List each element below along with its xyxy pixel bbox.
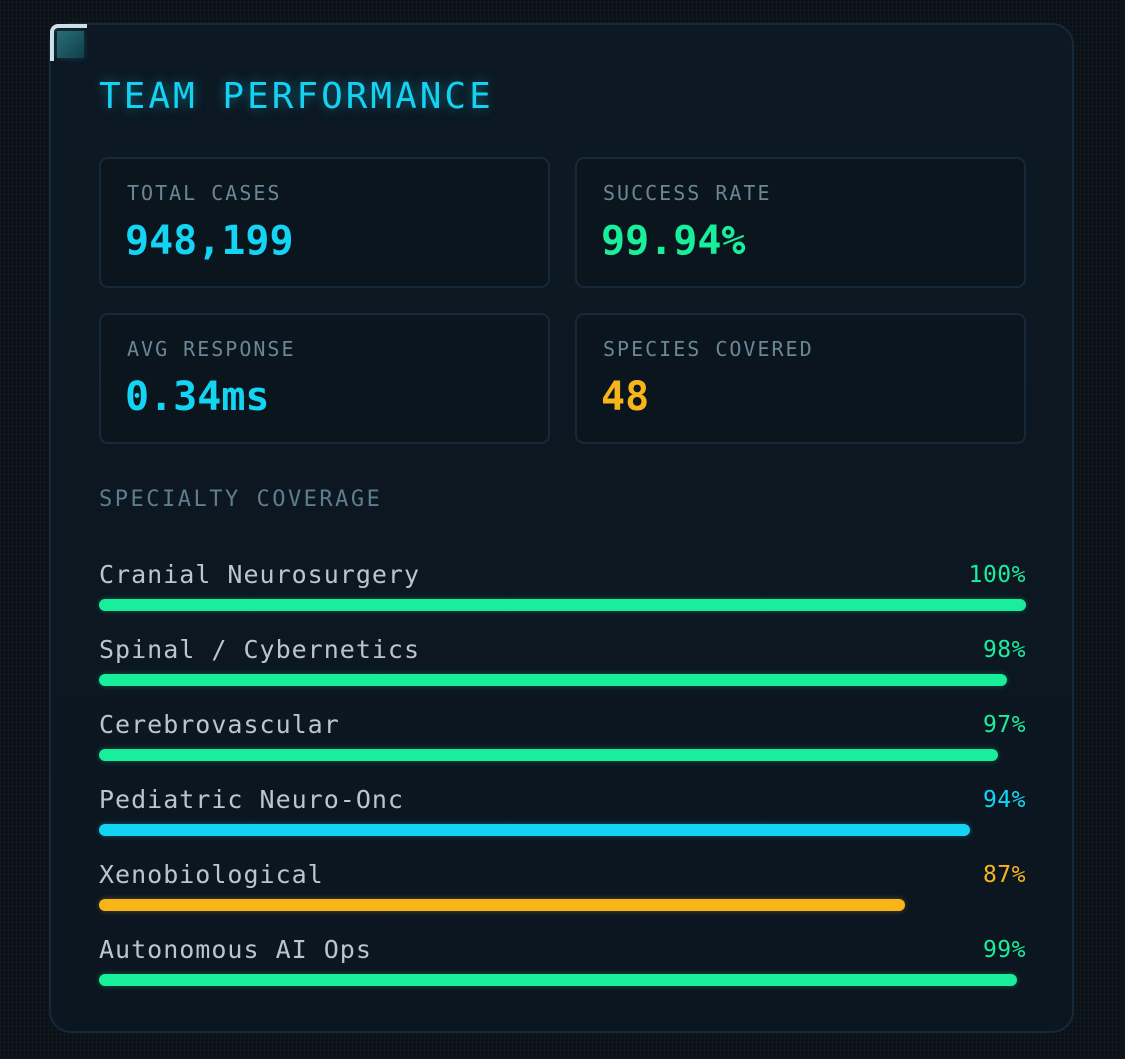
stat-card-avg-response: AVG RESPONSE 0.34ms: [99, 313, 550, 444]
stat-label: AVG RESPONSE: [127, 337, 296, 361]
coverage-bar-fill: [99, 674, 1008, 686]
coverage-bar-fill: [99, 599, 1026, 611]
coverage-row-cranial-neurosurgery: Cranial Neurosurgery 100%: [99, 559, 1026, 619]
coverage-bar-fill: [99, 899, 906, 911]
coverage-percent: 97%: [982, 712, 1026, 738]
coverage-bar-track: [99, 974, 1026, 986]
stat-card-species-covered: SPECIES COVERED 48: [575, 313, 1026, 444]
coverage-bar-track: [99, 824, 1026, 836]
coverage-name: Cranial Neurosurgery: [99, 560, 421, 589]
coverage-row-spinal-cybernetics: Spinal / Cybernetics 98%: [99, 634, 1026, 694]
coverage-row-autonomous-ai-ops: Autonomous AI Ops 99%: [99, 934, 1026, 994]
stat-card-success-rate: SUCCESS RATE 99.94%: [575, 157, 1026, 288]
corner-bracket-icon: [50, 24, 87, 61]
coverage-name: Spinal / Cybernetics: [99, 635, 421, 664]
stat-label: TOTAL CASES: [127, 181, 282, 205]
coverage-percent: 100%: [968, 562, 1026, 588]
stat-value: 99.94%: [601, 218, 746, 264]
coverage-bar-track: [99, 899, 1026, 911]
stat-label: SUCCESS RATE: [603, 181, 772, 205]
coverage-bar-track: [99, 599, 1026, 611]
coverage-name: Pediatric Neuro-Onc: [99, 785, 404, 814]
coverage-bar-fill: [99, 749, 999, 761]
coverage-bar-track: [99, 749, 1026, 761]
coverage-name: Autonomous AI Ops: [99, 935, 372, 964]
coverage-name: Cerebrovascular: [99, 710, 340, 739]
specialty-coverage-heading: SPECIALTY COVERAGE: [99, 487, 383, 512]
coverage-row-cerebrovascular: Cerebrovascular 97%: [99, 709, 1026, 769]
coverage-row-pediatric-neuro-onc: Pediatric Neuro-Onc 94%: [99, 784, 1026, 844]
stat-value: 948,199: [125, 218, 294, 264]
coverage-row-xenobiological: Xenobiological 87%: [99, 859, 1026, 919]
coverage-percent: 99%: [982, 937, 1026, 963]
stat-value: 48: [601, 374, 650, 420]
stat-value: 0.34ms: [125, 374, 270, 420]
coverage-percent: 98%: [982, 637, 1026, 663]
stat-label: SPECIES COVERED: [603, 337, 814, 361]
coverage-bar-fill: [99, 824, 971, 836]
coverage-percent: 87%: [982, 862, 1026, 888]
coverage-bar-fill: [99, 974, 1017, 986]
coverage-bar-track: [99, 674, 1026, 686]
stat-card-total-cases: TOTAL CASES 948,199: [99, 157, 550, 288]
panel-title: TEAM PERFORMANCE: [99, 76, 494, 117]
corner-square-icon: [57, 31, 84, 58]
coverage-name: Xenobiological: [99, 860, 324, 889]
coverage-percent: 94%: [982, 787, 1026, 813]
